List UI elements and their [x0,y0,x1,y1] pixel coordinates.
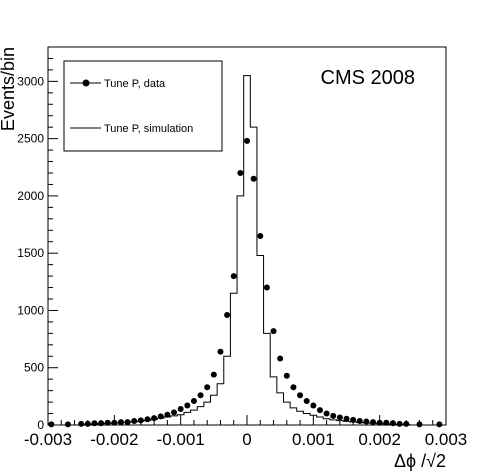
data-point [336,414,343,421]
data-point [184,402,191,409]
y-tick-label: 1000 [17,303,44,317]
y-tick-label: 500 [24,361,44,375]
data-point [64,421,71,428]
y-tick-label: 0 [37,418,44,432]
data-point [343,415,350,422]
data-point [204,384,211,391]
x-tick-label: -0.001 [157,430,205,449]
legend-box [63,60,223,152]
x-tick-label: -0.002 [90,430,138,449]
data-point [350,416,357,423]
data-point [383,419,390,426]
data-point [297,392,304,399]
data-point [283,372,290,379]
data-point [210,371,217,378]
data-point [323,410,330,417]
y-tick-label: 1500 [17,246,44,260]
data-point [244,137,250,144]
data-point [230,273,237,280]
data-point [224,312,231,319]
x-axis-title: Δϕ /√2 [394,451,446,471]
data-point [356,417,363,424]
data-point [151,415,158,422]
data-point [217,348,224,355]
legend: Tune P, data Tune P, simulation [63,60,223,152]
data-point [78,420,85,427]
legend-label-simulation: Tune P, simulation [104,123,193,135]
y-tick-label: 2000 [17,189,44,203]
data-point [316,407,323,414]
data-point [263,284,270,291]
data-point [117,419,124,426]
y-axis-title: Events/bin [0,47,18,131]
y-tick-label: 2500 [17,132,44,146]
data-point [131,417,138,424]
data-point [290,384,297,391]
annotation-text: CMS 2008 [321,67,416,89]
data-point [303,397,310,404]
series-simulation-line [83,75,411,425]
data-point [250,175,257,182]
data-point [270,328,277,335]
data-point [257,233,264,239]
data-point [330,412,337,419]
data-point [91,420,98,427]
x-tick-label: -0.003 [24,430,72,449]
legend-data-marker [82,79,90,87]
data-point [171,409,178,416]
data-point [436,421,443,428]
data-point [164,411,171,418]
data-point [157,413,164,420]
data-point [396,420,403,427]
legend-label-data: Tune P, data [104,78,166,90]
x-tick-label: 0.002 [358,430,401,449]
data-point [310,402,317,409]
x-tick-label: 0 [242,430,251,449]
y-tick-label: 3000 [17,74,44,88]
data-point [104,419,111,426]
data-point [370,419,377,426]
data-point [190,397,197,404]
data-point [177,405,184,412]
data-point [237,170,244,176]
data-point [48,421,55,428]
x-tick-label: 0.003 [425,430,468,449]
x-tick-label: 0.001 [292,430,335,449]
data-point [197,392,204,399]
data-point [144,416,151,423]
data-point [277,355,284,362]
